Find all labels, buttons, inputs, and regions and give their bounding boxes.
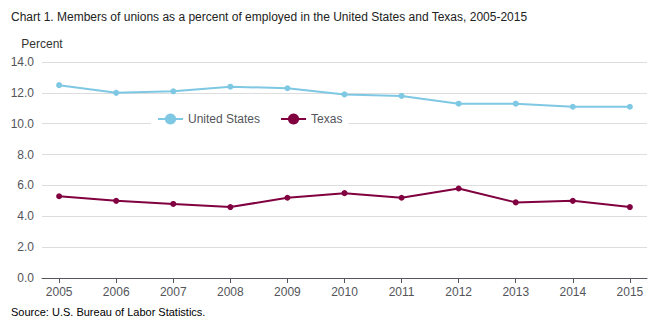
- svg-text:2013: 2013: [502, 285, 529, 299]
- svg-text:Texas: Texas: [311, 112, 342, 126]
- svg-text:6.0: 6.0: [17, 178, 34, 192]
- svg-text:2007: 2007: [160, 285, 187, 299]
- svg-text:2012: 2012: [445, 285, 472, 299]
- svg-text:Source: U.S. Bureau of Labor S: Source: U.S. Bureau of Labor Statistics.: [11, 306, 205, 318]
- svg-text:12.0: 12.0: [11, 86, 35, 100]
- svg-text:8.0: 8.0: [17, 148, 34, 162]
- svg-text:United States: United States: [188, 112, 260, 126]
- svg-text:2015: 2015: [617, 285, 644, 299]
- svg-text:2010: 2010: [331, 285, 358, 299]
- svg-text:2011: 2011: [389, 285, 415, 299]
- svg-text:Chart 1. Members of unions as: Chart 1. Members of unions as a percent …: [11, 10, 527, 24]
- svg-text:0.0: 0.0: [17, 271, 34, 285]
- svg-text:2005: 2005: [46, 285, 73, 299]
- svg-text:2006: 2006: [103, 285, 130, 299]
- svg-text:2014: 2014: [559, 285, 586, 299]
- svg-text:10.0: 10.0: [11, 117, 35, 131]
- svg-text:2.0: 2.0: [17, 240, 34, 254]
- svg-text:Percent: Percent: [21, 37, 63, 51]
- svg-text:4.0: 4.0: [17, 209, 34, 223]
- svg-text:14.0: 14.0: [11, 55, 35, 69]
- svg-text:2008: 2008: [217, 285, 244, 299]
- svg-text:2009: 2009: [274, 285, 301, 299]
